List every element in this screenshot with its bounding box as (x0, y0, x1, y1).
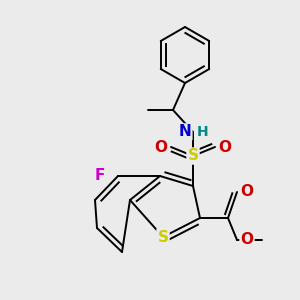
Text: H: H (197, 125, 209, 139)
Text: S: S (188, 148, 199, 164)
Text: O: O (154, 140, 167, 154)
Text: O: O (241, 184, 254, 200)
Text: F: F (95, 169, 105, 184)
Text: O: O (241, 232, 254, 247)
Text: S: S (158, 230, 169, 244)
Text: O: O (218, 140, 232, 154)
Text: N: N (178, 124, 191, 140)
